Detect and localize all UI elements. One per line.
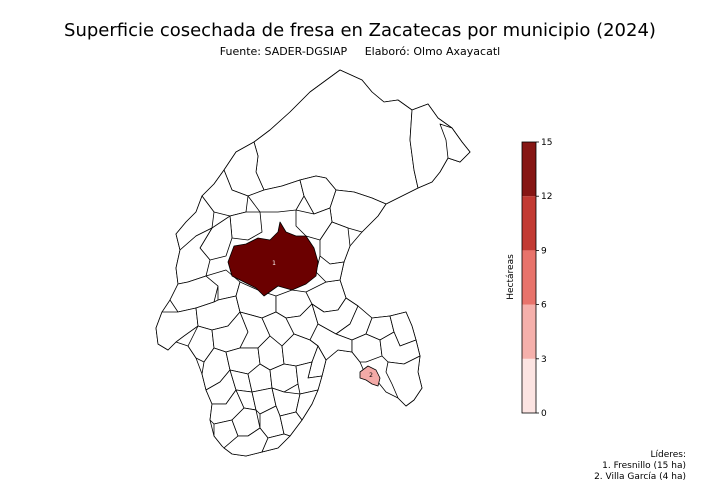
municipality xyxy=(385,355,423,407)
municipality xyxy=(155,307,199,351)
municipality xyxy=(253,69,419,205)
map-subtitle: Fuente: SADER-DGSIAP Elaboró: Olmo Axaya… xyxy=(0,45,720,58)
municipality xyxy=(261,433,291,453)
colorbar-tick-label: 0 xyxy=(541,409,547,419)
colorbar: 0 3 6 9 12 15 xyxy=(521,138,552,419)
leaders-heading: Líderes: xyxy=(650,450,686,460)
colorbar-bin xyxy=(522,250,536,305)
fresnillo-rank-label: 1 xyxy=(272,260,276,267)
colorbar-bin xyxy=(522,142,536,197)
fresnillo-region xyxy=(227,221,319,297)
colorbar-label: Hectáreas xyxy=(506,254,516,300)
municipality xyxy=(279,411,303,437)
municipality xyxy=(351,333,383,363)
colorbar-bin xyxy=(522,196,536,251)
municipality xyxy=(439,123,471,163)
colorbar-tick-label: 12 xyxy=(541,192,552,202)
colorbar-tick-label: 3 xyxy=(541,355,547,365)
colorbar-bin xyxy=(522,304,536,359)
leaders-box: Líderes: 1. Fresnillo (15 ha) 2. Villa G… xyxy=(594,450,686,483)
leader-item-2: 2. Villa García (4 ha) xyxy=(594,472,686,482)
colorbar-tick-label: 9 xyxy=(541,246,547,256)
author-text: Elaboró: Olmo Axayacatl xyxy=(364,45,501,58)
municipality xyxy=(175,227,213,285)
villa-garcia-region xyxy=(359,365,381,387)
colorbar-tick-label: 15 xyxy=(541,138,552,148)
colorbar-bin xyxy=(522,358,536,413)
villa-garcia-rank-label: 2 xyxy=(369,372,373,379)
municipality xyxy=(295,389,319,421)
colorbar-tick-label: 6 xyxy=(541,301,547,311)
map-title: Superficie cosechada de fresa en Zacatec… xyxy=(64,20,656,41)
colorbar-frame xyxy=(521,141,537,414)
municipality xyxy=(295,361,323,395)
source-text: Fuente: SADER-DGSIAP xyxy=(219,45,348,58)
leader-item-1: 1. Fresnillo (15 ha) xyxy=(602,461,686,471)
